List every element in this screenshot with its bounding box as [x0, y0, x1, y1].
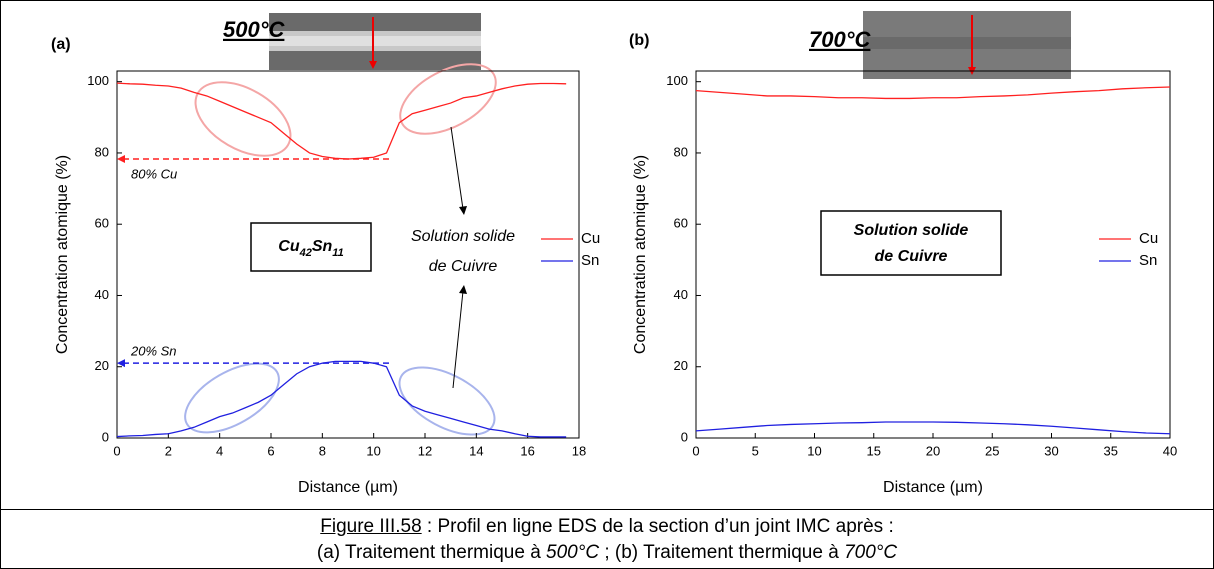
micrograph-a	[269, 13, 481, 70]
data-line	[695, 86, 1171, 100]
caption-text: (a) Traitement thermique à	[316, 542, 547, 563]
box-text: 11	[332, 247, 343, 259]
y-axis-label: Concentration atomique (%)	[632, 155, 649, 354]
panel-label: (b)	[629, 32, 649, 49]
x-tick-label: 10	[366, 443, 380, 458]
compound-box: Cu42Sn11	[250, 222, 372, 272]
x-tick-label: 30	[1044, 443, 1058, 458]
y-tick-label: 0	[102, 429, 109, 444]
charts: Cu42Sn11 Solution solide de Cuivre 80% C…	[51, 11, 1177, 496]
box-text: Sn	[312, 238, 333, 255]
x-tick-label: 8	[319, 443, 326, 458]
y-axis-label: Concentration atomique (%)	[54, 155, 71, 354]
micrograph-b	[863, 11, 1071, 79]
y-tick-label: 20	[674, 358, 688, 373]
x-tick-label: 14	[469, 443, 483, 458]
box-text: de Cuivre	[875, 248, 948, 265]
y-tick-label: 100	[666, 73, 688, 88]
annotation: Solution solide	[411, 228, 515, 245]
x-tick-label: 0	[692, 443, 699, 458]
legend-label: Sn	[1139, 252, 1157, 269]
reference-arrow	[117, 359, 125, 368]
caption: Figure III.58 : Profil en ligne EDS de l…	[1, 509, 1213, 568]
x-tick-label: 35	[1104, 443, 1118, 458]
x-tick-label: 0	[113, 443, 120, 458]
y-tick-label: 60	[95, 216, 109, 231]
x-tick-label: 6	[267, 443, 274, 458]
box-text: Solution solide	[854, 222, 969, 239]
data-line	[116, 82, 567, 160]
y-tick-label: 80	[674, 144, 688, 159]
box-text: Cu	[278, 238, 300, 255]
x-tick-label: 10	[807, 443, 821, 458]
x-tick-label: 25	[985, 443, 999, 458]
svg-text:Cu42Sn11: Cu42Sn11	[278, 238, 343, 259]
legend-label: Cu	[581, 230, 600, 247]
x-tick-label: 18	[572, 443, 586, 458]
x-axis-label: Distance (µm)	[298, 479, 398, 496]
y-tick-label: 20	[95, 358, 109, 373]
y-tick-label: 0	[681, 429, 688, 444]
plot-frame	[116, 70, 580, 439]
annotation: 20% Sn	[130, 343, 177, 358]
y-tick-label: 80	[95, 144, 109, 159]
x-tick-label: 4	[216, 443, 223, 458]
reference-arrow	[117, 155, 125, 164]
x-tick-label: 40	[1163, 443, 1177, 458]
y-tick-label: 40	[95, 287, 109, 302]
caption-text: ; (b) Traitement thermique à	[599, 542, 845, 563]
x-tick-label: 12	[418, 443, 432, 458]
annotation: de Cuivre	[429, 258, 498, 275]
data-line	[695, 421, 1171, 435]
y-tick-label: 40	[674, 287, 688, 302]
highlights	[184, 63, 497, 436]
data-line	[116, 360, 567, 438]
figure-number: Figure III.58	[320, 516, 422, 537]
x-tick-label: 20	[926, 443, 940, 458]
x-tick-label: 2	[165, 443, 172, 458]
caption-text: : Profil en ligne EDS de la section d’un…	[421, 516, 894, 537]
chart-title: 500°C	[223, 17, 286, 42]
caption-text: 500°C	[546, 542, 600, 563]
y-tick-label: 100	[87, 73, 109, 88]
x-axis-label: Distance (µm)	[883, 479, 983, 496]
solution-box	[820, 210, 1002, 276]
chart-title: 700°C	[809, 27, 872, 52]
legend-label: Sn	[581, 252, 599, 269]
caption-text: 700°C	[844, 542, 898, 563]
y-tick-label: 60	[674, 216, 688, 231]
x-tick-label: 16	[520, 443, 534, 458]
panel-label: (a)	[51, 36, 71, 53]
box-text: 42	[299, 247, 312, 259]
x-tick-label: 5	[752, 443, 759, 458]
annotation: 80% Cu	[131, 166, 177, 181]
legend-label: Cu	[1139, 230, 1158, 247]
x-tick-label: 15	[867, 443, 881, 458]
